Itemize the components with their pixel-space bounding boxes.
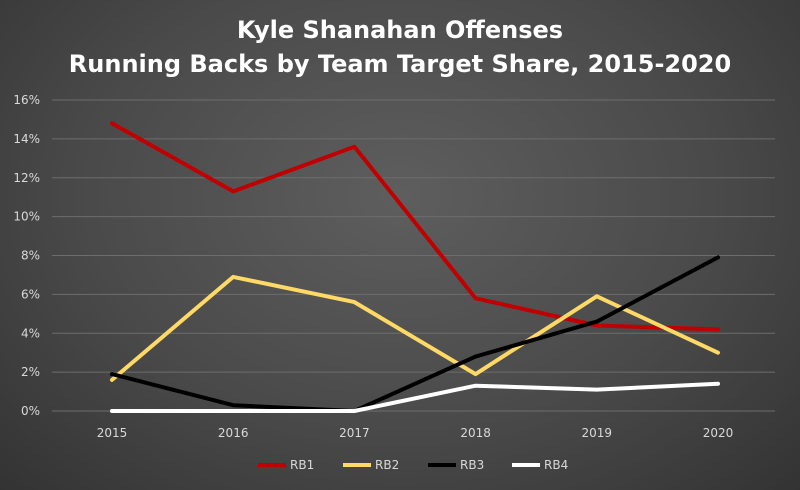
- x-tick-label: 2020: [703, 426, 734, 440]
- x-tick-label: 2018: [460, 426, 491, 440]
- grid: [52, 99, 775, 412]
- x-tick-label: 2017: [339, 426, 370, 440]
- legend-label-rb2: RB2: [375, 458, 399, 472]
- y-axis-ticks: 0% 2% 4% 6% 8% 10% 12% 14% 16%: [13, 93, 40, 418]
- y-tick-label: 0%: [21, 404, 40, 418]
- x-tick-label: 2016: [218, 426, 249, 440]
- legend-label-rb1: RB1: [290, 458, 314, 472]
- legend-label-rb4: RB4: [544, 458, 568, 472]
- legend: RB1 RB2 RB3 RB4: [258, 458, 568, 472]
- y-tick-label: 2%: [21, 365, 40, 379]
- series-line-rb1: [110, 121, 720, 332]
- x-axis-ticks: 2015 2016 2017 2018 2019 2020: [97, 426, 734, 440]
- y-tick-label: 8%: [21, 249, 40, 263]
- series-line-rb2: [110, 274, 720, 382]
- series-line-rb3: [110, 255, 720, 413]
- y-tick-label: 16%: [13, 93, 40, 107]
- chart-title-line-1: Kyle Shanahan Offenses: [237, 16, 563, 44]
- x-tick-label: 2019: [582, 426, 613, 440]
- x-tick-label: 2015: [97, 426, 128, 440]
- legend-label-rb3: RB3: [460, 458, 484, 472]
- series-line-rb4: [110, 381, 720, 413]
- chart-title-line-2: Running Backs by Team Target Share, 2015…: [69, 50, 731, 78]
- y-tick-label: 14%: [13, 132, 40, 146]
- y-tick-label: 10%: [13, 210, 40, 224]
- y-tick-label: 12%: [13, 171, 40, 185]
- y-tick-label: 4%: [21, 326, 40, 340]
- y-tick-label: 6%: [21, 287, 40, 301]
- series-lines: [110, 121, 720, 413]
